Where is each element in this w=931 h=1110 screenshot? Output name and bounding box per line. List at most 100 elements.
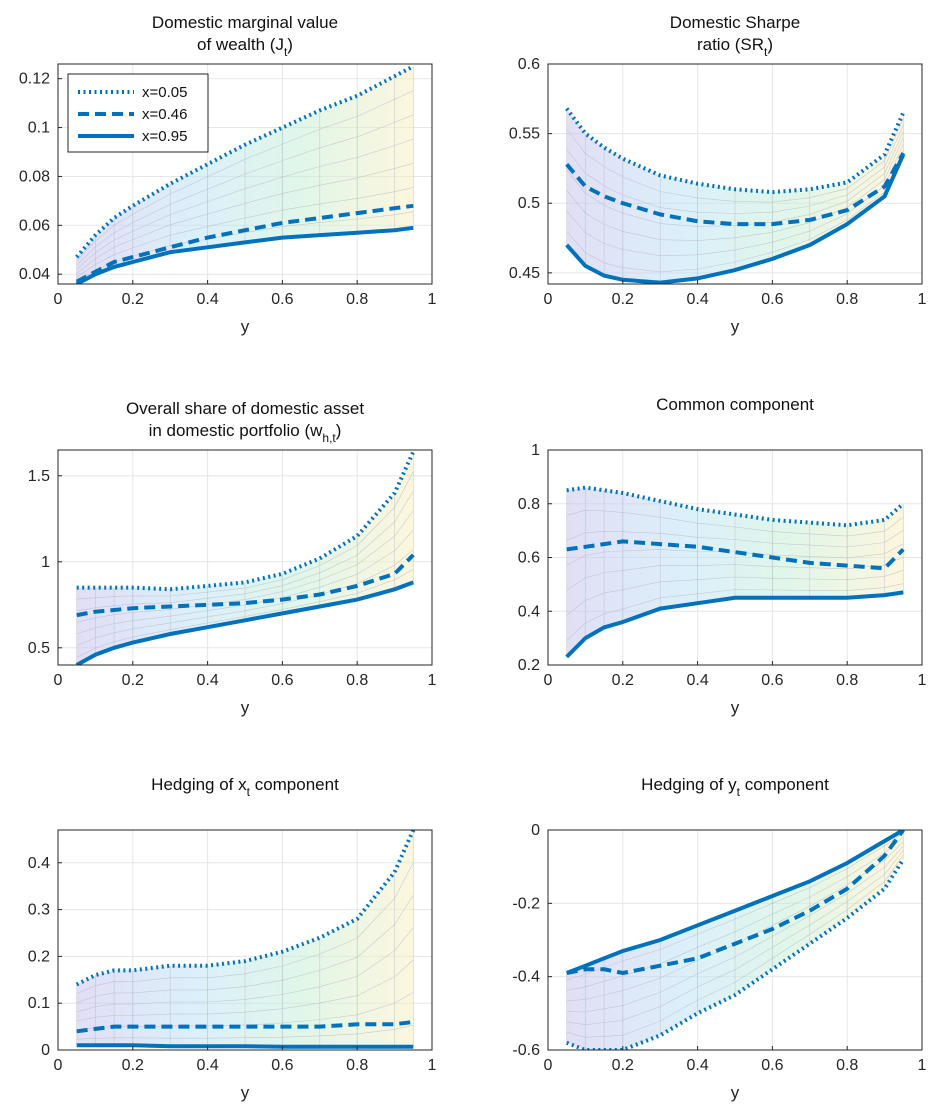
- mesh-line: [566, 118, 904, 203]
- y-tick-label: 0.1: [28, 120, 50, 137]
- x-axis-label: y: [241, 317, 250, 336]
- mesh-line: [566, 143, 904, 257]
- mesh-line: [566, 556, 904, 591]
- mesh-line: [566, 530, 904, 548]
- series-line-dashed: [75, 203, 414, 284]
- y-tick-label: 0.45: [509, 265, 540, 282]
- mesh-line: [76, 927, 414, 1013]
- x-tick-label: 0.2: [122, 1057, 144, 1074]
- chart-panel-6: 0 0.2 0.4 0.6 0.8 1 -0.6 -0.4 -0.2 0 y Hedging of y…: [512, 775, 926, 1102]
- x-tick-label: 0: [54, 291, 63, 308]
- data-area: [75, 64, 415, 284]
- x-axis-label: y: [731, 698, 740, 717]
- chart-title: Overall share of domestic asset: [126, 399, 364, 418]
- mesh-line: [566, 837, 904, 991]
- x-tick-label: 0.6: [271, 1057, 293, 1074]
- mesh-line: [566, 125, 904, 214]
- x-tick-label: 0.4: [196, 1057, 218, 1074]
- mesh-line: [566, 854, 904, 1038]
- legend-box: [67, 73, 209, 153]
- chart-title: Domestic marginal value: [152, 13, 338, 32]
- x-tick-label: 0: [544, 672, 553, 689]
- y-tick-label: 0.6: [518, 550, 540, 567]
- x-tick-label: 0.6: [761, 672, 783, 689]
- y-tick-label: 0.06: [19, 217, 50, 234]
- y-tick-label: 1: [41, 554, 50, 571]
- y-tick-label: 0.5: [518, 195, 540, 212]
- mesh-line: [76, 138, 414, 270]
- mesh-line: [566, 845, 904, 1013]
- x-tick-label: 1: [918, 672, 927, 689]
- chart-title: Domestic Sharpe: [670, 13, 800, 32]
- x-tick-label: 0.8: [836, 1057, 858, 1074]
- data-area: [565, 107, 906, 284]
- x-tick-label: 0.6: [271, 291, 293, 308]
- x-tick-label: 0.4: [686, 291, 708, 308]
- mesh-line: [76, 549, 414, 646]
- x-tick-label: 0.4: [686, 672, 708, 689]
- x-tick-label: 0.4: [686, 1057, 708, 1074]
- x-tick-label: 0.4: [196, 672, 218, 689]
- x-tick-label: 0.8: [346, 291, 368, 308]
- series-line-solid: [565, 590, 904, 659]
- x-tick-label: 0.8: [346, 1057, 368, 1074]
- y-tick-label: 0.6: [518, 56, 540, 73]
- x-tick-label: 0.8: [836, 291, 858, 308]
- mesh-line: [566, 131, 904, 227]
- x-axis-label: y: [241, 698, 250, 717]
- y-tick-label: 0: [41, 1042, 50, 1059]
- x-tick-label: 0.6: [761, 291, 783, 308]
- x-tick-label: 0.6: [761, 1057, 783, 1074]
- chart-title: Common component: [656, 395, 814, 414]
- mesh-line: [76, 90, 414, 262]
- mesh-line: [76, 187, 414, 278]
- y-tick-label: 0.4: [28, 855, 50, 872]
- x-tick-label: 0.4: [196, 291, 218, 308]
- x-axis-label: y: [731, 1083, 740, 1102]
- surface-band: [76, 451, 414, 665]
- mesh-line: [76, 114, 414, 266]
- y-tick-label: 0.2: [28, 948, 50, 965]
- mesh-line: [566, 137, 904, 241]
- mesh-line: [76, 862, 414, 994]
- y-tick-label: 0.55: [509, 126, 540, 143]
- x-tick-label: 0.2: [122, 672, 144, 689]
- data-area: [75, 830, 416, 1049]
- y-tick-label: 0.2: [518, 657, 540, 674]
- x-tick-label: 0: [54, 672, 63, 689]
- legend-label: x=0.46: [142, 106, 187, 123]
- mesh-line: [76, 490, 414, 612]
- chart-title-line2: of wealth (Jt): [197, 35, 293, 59]
- x-tick-label: 0.8: [346, 672, 368, 689]
- x-tick-label: 0.2: [122, 291, 144, 308]
- series-line-dotted: [76, 450, 416, 592]
- x-tick-label: 0.2: [612, 672, 634, 689]
- axes-box: [57, 63, 433, 285]
- y-tick-label: -0.4: [512, 969, 540, 986]
- mesh-line: [566, 543, 904, 566]
- y-tick-label: 1: [531, 442, 540, 459]
- series-line-solid: [75, 225, 414, 284]
- chart-title: Hedging of xt component: [151, 775, 339, 799]
- y-tick-label: 0.4: [518, 603, 540, 620]
- x-tick-label: 0: [544, 291, 553, 308]
- mesh-line: [76, 894, 414, 1003]
- chart-title: Hedging of yt component: [641, 775, 829, 799]
- x-tick-label: 0: [544, 1057, 553, 1074]
- series-line-dotted: [565, 107, 906, 195]
- chart-panel-2: 0 0.2 0.4 0.6 0.8 1 0.45 0.5 0.55 0.6 y Domestic Sh…: [509, 13, 927, 336]
- x-tick-label: 1: [428, 291, 437, 308]
- mesh-line: [566, 150, 904, 273]
- x-tick-label: 0.6: [271, 672, 293, 689]
- mesh-line: [566, 509, 904, 537]
- series-line-solid: [565, 830, 905, 975]
- y-tick-label: 0.1: [28, 995, 50, 1012]
- series-line-dashed: [76, 553, 415, 618]
- x-tick-label: 1: [428, 1057, 437, 1074]
- chart-panel-5: 0 0.2 0.4 0.6 0.8 1 0 0.1 0.2 0.3 0.4 y Hedging of x…: [28, 775, 437, 1102]
- y-tick-label: 0.5: [28, 640, 50, 657]
- data-area: [75, 450, 416, 665]
- mesh-line: [76, 162, 414, 274]
